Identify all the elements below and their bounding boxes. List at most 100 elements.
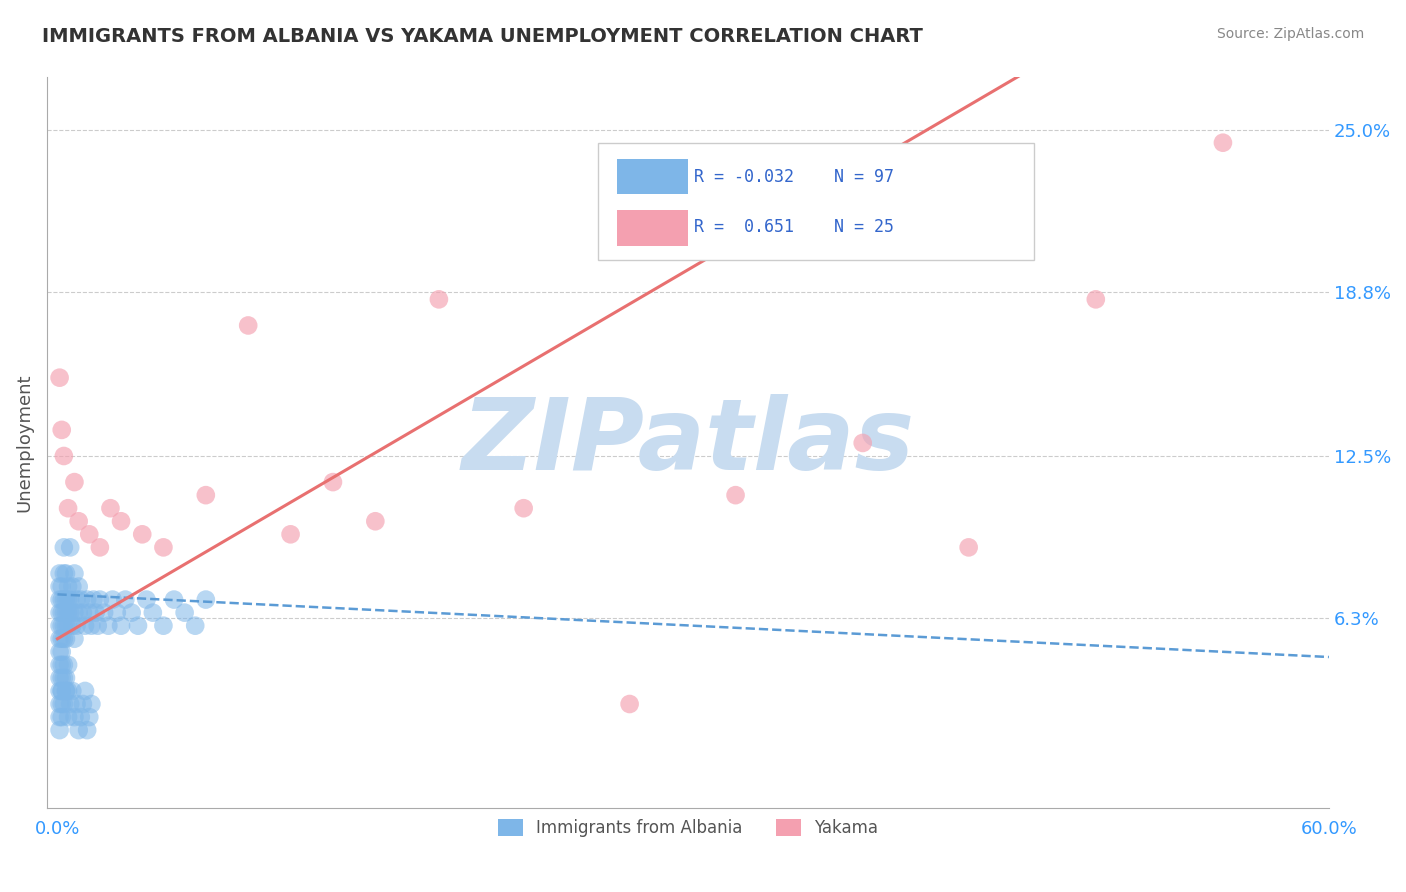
Yakama xyxy=(48,370,70,384)
Immigrants from Albania xyxy=(52,697,75,711)
Immigrants from Albania xyxy=(83,592,105,607)
Immigrants from Albania xyxy=(51,684,73,698)
Immigrants from Albania xyxy=(52,671,75,685)
Immigrants from Albania xyxy=(72,697,94,711)
Immigrants from Albania xyxy=(56,592,79,607)
Immigrants from Albania xyxy=(121,606,143,620)
Immigrants from Albania xyxy=(48,566,70,581)
Immigrants from Albania xyxy=(51,606,73,620)
Immigrants from Albania xyxy=(51,671,73,685)
Text: Source: ZipAtlas.com: Source: ZipAtlas.com xyxy=(1216,27,1364,41)
Immigrants from Albania xyxy=(59,697,82,711)
Yakama xyxy=(63,475,86,489)
Immigrants from Albania xyxy=(65,697,87,711)
Immigrants from Albania xyxy=(48,671,70,685)
Immigrants from Albania xyxy=(48,592,70,607)
Immigrants from Albania xyxy=(51,645,73,659)
Yakama xyxy=(1084,293,1107,307)
Yakama xyxy=(152,541,174,555)
Yakama xyxy=(110,514,132,528)
Immigrants from Albania xyxy=(60,618,83,632)
Immigrants from Albania xyxy=(48,697,70,711)
Immigrants from Albania xyxy=(56,618,79,632)
Immigrants from Albania xyxy=(52,541,75,555)
Immigrants from Albania xyxy=(59,592,82,607)
Immigrants from Albania xyxy=(80,618,103,632)
Immigrants from Albania xyxy=(48,710,70,724)
Immigrants from Albania xyxy=(69,592,91,607)
Immigrants from Albania xyxy=(52,657,75,672)
Immigrants from Albania xyxy=(184,618,207,632)
FancyBboxPatch shape xyxy=(617,211,688,245)
Text: IMMIGRANTS FROM ALBANIA VS YAKAMA UNEMPLOYMENT CORRELATION CHART: IMMIGRANTS FROM ALBANIA VS YAKAMA UNEMPL… xyxy=(42,27,924,45)
Immigrants from Albania xyxy=(51,657,73,672)
Yakama xyxy=(852,436,875,450)
Immigrants from Albania xyxy=(51,618,73,632)
Immigrants from Albania xyxy=(73,618,96,632)
Yakama xyxy=(67,514,90,528)
Immigrants from Albania xyxy=(60,580,83,594)
Immigrants from Albania xyxy=(51,697,73,711)
Immigrants from Albania xyxy=(72,606,94,620)
Immigrants from Albania xyxy=(67,606,90,620)
Immigrants from Albania xyxy=(55,566,77,581)
Immigrants from Albania xyxy=(51,632,73,646)
Immigrants from Albania xyxy=(52,592,75,607)
Immigrants from Albania xyxy=(48,645,70,659)
Immigrants from Albania xyxy=(48,606,70,620)
Immigrants from Albania xyxy=(105,606,128,620)
Immigrants from Albania xyxy=(77,606,100,620)
Immigrants from Albania xyxy=(110,618,132,632)
Yakama xyxy=(619,697,641,711)
Immigrants from Albania xyxy=(55,684,77,698)
Immigrants from Albania xyxy=(56,657,79,672)
Yakama xyxy=(512,501,534,516)
Yakama xyxy=(364,514,387,528)
Yakama xyxy=(77,527,100,541)
Immigrants from Albania xyxy=(69,710,91,724)
Immigrants from Albania xyxy=(97,618,120,632)
Immigrants from Albania xyxy=(51,710,73,724)
Immigrants from Albania xyxy=(51,580,73,594)
Immigrants from Albania xyxy=(51,684,73,698)
Yakama xyxy=(100,501,122,516)
Immigrants from Albania xyxy=(56,580,79,594)
Yakama xyxy=(89,541,111,555)
Immigrants from Albania xyxy=(65,618,87,632)
Immigrants from Albania xyxy=(135,592,157,607)
Immigrants from Albania xyxy=(76,723,98,738)
Immigrants from Albania xyxy=(63,632,86,646)
Immigrants from Albania xyxy=(173,606,195,620)
Immigrants from Albania xyxy=(56,710,79,724)
Immigrants from Albania xyxy=(152,618,174,632)
Yakama xyxy=(194,488,217,502)
Y-axis label: Unemployment: Unemployment xyxy=(15,374,32,512)
Immigrants from Albania xyxy=(55,671,77,685)
Yakama xyxy=(238,318,260,333)
Yakama xyxy=(56,501,79,516)
Immigrants from Albania xyxy=(55,684,77,698)
Immigrants from Albania xyxy=(48,723,70,738)
Immigrants from Albania xyxy=(84,606,107,620)
FancyBboxPatch shape xyxy=(598,144,1033,260)
Yakama xyxy=(427,293,450,307)
Yakama xyxy=(322,475,344,489)
Immigrants from Albania xyxy=(55,606,77,620)
Yakama xyxy=(51,423,73,437)
Immigrants from Albania xyxy=(56,606,79,620)
Text: ZIPatlas: ZIPatlas xyxy=(461,394,914,491)
Yakama xyxy=(957,541,980,555)
Immigrants from Albania xyxy=(52,618,75,632)
Immigrants from Albania xyxy=(59,606,82,620)
Immigrants from Albania xyxy=(60,684,83,698)
Immigrants from Albania xyxy=(114,592,136,607)
Immigrants from Albania xyxy=(80,697,103,711)
Yakama xyxy=(724,488,747,502)
Immigrants from Albania xyxy=(48,580,70,594)
Immigrants from Albania xyxy=(59,541,82,555)
Immigrants from Albania xyxy=(73,684,96,698)
Immigrants from Albania xyxy=(55,592,77,607)
Immigrants from Albania xyxy=(52,632,75,646)
Immigrants from Albania xyxy=(63,606,86,620)
Text: R =  0.651    N = 25: R = 0.651 N = 25 xyxy=(695,219,894,236)
